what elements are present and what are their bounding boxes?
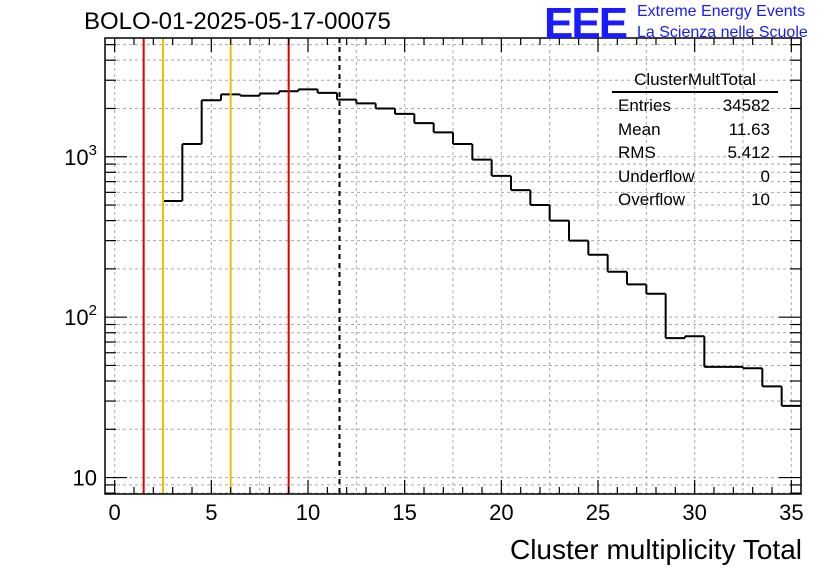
histogram-bin	[432, 123, 453, 134]
histogram-bin	[181, 143, 202, 201]
histogram-bin	[413, 113, 434, 125]
histogram-bin	[626, 271, 647, 286]
histogram-bin	[239, 94, 260, 97]
stats-row-underflow: Underflow 0	[612, 165, 778, 189]
histogram-bin	[258, 92, 279, 96]
y-tick-exponent: 2	[89, 302, 97, 319]
histogram-bin	[780, 386, 801, 407]
stats-value: 11.63	[728, 119, 770, 139]
histogram-bin	[336, 92, 357, 101]
histogram-bin	[664, 293, 685, 340]
histogram-bin	[297, 88, 318, 92]
stats-value: 34582	[722, 96, 770, 115]
stats-label: RMS	[618, 143, 656, 162]
histogram-bin	[606, 254, 627, 273]
stats-value: 10	[751, 190, 770, 209]
logo-line-2: La Scienza nelle Scuole	[637, 24, 808, 41]
y-tick-label: 103	[64, 142, 97, 170]
eee-logo: EEE	[544, 0, 628, 48]
y-tick-label: 102	[64, 302, 97, 330]
stats-label: Entries	[618, 96, 671, 115]
histogram-bin	[684, 335, 705, 339]
plot-frame	[104, 37, 802, 495]
x-tick-label: 25	[586, 500, 610, 525]
histogram-bin	[742, 366, 763, 370]
stats-value: 0	[760, 166, 770, 186]
plot-border	[104, 37, 802, 495]
x-tick-label: 35	[779, 500, 803, 525]
histogram-bin	[394, 108, 415, 115]
logo-line-1: Extreme Energy Events	[637, 3, 806, 20]
grid-lines	[105, 38, 801, 494]
stats-row-overflow: Overflow 10	[612, 188, 778, 212]
histogram-bin	[374, 103, 395, 110]
x-tick-label: 5	[205, 500, 217, 525]
stats-title: ClusterMultTotal	[612, 70, 778, 93]
x-tick-label: 30	[682, 500, 706, 525]
stats-row-mean: Mean 11.63	[612, 118, 778, 142]
histogram-bin	[316, 89, 337, 94]
histogram-bin	[510, 175, 531, 192]
marker-lines	[142, 38, 341, 494]
stats-box: ClusterMultTotal Entries 34582 Mean 11.6…	[612, 70, 778, 212]
stats-label: Mean	[618, 119, 661, 139]
y-tick-exponent: 3	[89, 142, 97, 159]
histogram-bin	[568, 220, 589, 242]
stats-row-entries: Entries 34582	[612, 94, 778, 118]
histogram-bin	[548, 205, 569, 222]
x-axis-label: Cluster multiplicity Total	[509, 534, 802, 565]
x-tick-label: 20	[489, 500, 513, 525]
histogram-bin	[452, 132, 473, 146]
histogram-bin	[761, 368, 782, 388]
histogram-bin	[529, 190, 550, 207]
stats-row-rms: RMS 5.412	[612, 141, 778, 165]
stats-value: 5.412	[727, 143, 770, 162]
x-tick-label: 10	[296, 500, 320, 525]
histogram-bin	[645, 284, 666, 295]
y-tick-label: 10	[73, 466, 97, 491]
x-tick-label: 0	[109, 500, 121, 525]
histogram-bin	[200, 99, 221, 145]
x-axis-ticks: 0 5 10 15 20 25 30 35	[109, 38, 804, 525]
histogram-bin	[471, 144, 492, 161]
histogram-bin	[355, 99, 376, 105]
histogram-bin	[490, 159, 511, 177]
histogram-bin	[162, 199, 183, 494]
run-title: BOLO-01-2025-05-17-00075	[84, 8, 391, 35]
stats-label: Underflow	[618, 166, 695, 186]
histogram-bin	[703, 336, 724, 368]
stats-label: Overflow	[618, 190, 686, 209]
x-tick-label: 15	[392, 500, 416, 525]
histogram-bin	[587, 240, 608, 256]
